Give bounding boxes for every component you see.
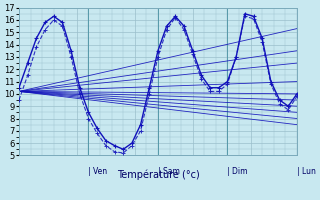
Text: | Ven: | Ven: [88, 167, 108, 176]
Text: | Lun: | Lun: [297, 167, 316, 176]
Text: | Dim: | Dim: [228, 167, 248, 176]
X-axis label: Température (°c): Température (°c): [116, 169, 199, 180]
Text: | Sam: | Sam: [158, 167, 180, 176]
